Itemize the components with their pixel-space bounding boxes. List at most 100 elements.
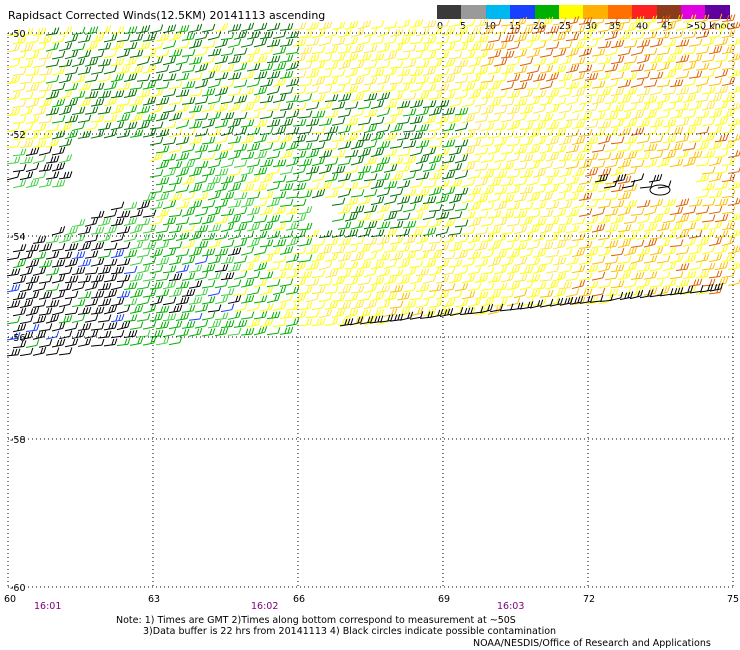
barb-staff [201, 76, 213, 81]
barb-staff [175, 142, 187, 145]
barb-flag [690, 14, 694, 22]
barb-staff [526, 134, 538, 138]
barb-flag [332, 126, 336, 133]
wind-barb [558, 25, 573, 34]
barb-flag [459, 18, 463, 25]
barb-staff [240, 157, 252, 160]
wind-barb [12, 83, 27, 93]
barb-staff [695, 35, 707, 39]
barb-staff [545, 77, 557, 82]
barb-flag [23, 179, 27, 186]
barb-flag [248, 183, 252, 191]
barb-flag [316, 38, 320, 45]
barb-staff [227, 124, 239, 128]
barb-staff [350, 82, 362, 86]
barb-staff [480, 80, 492, 83]
barb-flag [75, 82, 79, 90]
barb-flag [49, 131, 53, 138]
barb-flag [218, 190, 222, 198]
barb-staff [701, 138, 713, 143]
barb-flag [456, 163, 460, 170]
barb-flag [95, 57, 99, 64]
barb-staff [201, 188, 213, 193]
barb-staff [474, 136, 486, 139]
barb-flag [30, 123, 34, 130]
barb-flag [478, 187, 482, 194]
barb-flag [569, 153, 573, 160]
barb-flag [426, 91, 430, 98]
wind-barb [45, 74, 60, 84]
barb-flag [215, 48, 219, 56]
wind-barb [155, 192, 170, 202]
barb-flag [647, 135, 651, 142]
barb-flag [485, 35, 489, 42]
wind-barb [246, 142, 261, 152]
barb-staff [708, 131, 720, 135]
barb-flag [49, 98, 53, 105]
barb-flag [618, 23, 622, 31]
wind-barb [279, 38, 294, 47]
barb-staff [344, 26, 356, 30]
wind-barb [155, 145, 170, 154]
barb-flag [186, 177, 190, 184]
barb-flag [199, 39, 203, 47]
barb-flag [449, 139, 453, 147]
barb-staff [454, 144, 466, 148]
barb-flag [547, 177, 551, 185]
barb-flag [550, 90, 554, 97]
barb-staff [727, 123, 739, 126]
barb-flag [378, 180, 382, 188]
barb-flag [433, 20, 437, 27]
wind-barb [461, 194, 476, 204]
barb-staff [129, 39, 141, 42]
barb-flag [235, 119, 239, 126]
wind-barb [370, 99, 385, 110]
barb-flag [485, 107, 489, 114]
wind-barb [435, 180, 450, 188]
wind-barb [487, 130, 502, 139]
wind-barb [474, 98, 489, 107]
barb-staff [350, 210, 362, 214]
barb-staff [422, 137, 434, 141]
barb-flag [309, 61, 313, 68]
barb-flag [300, 150, 304, 158]
barb-staff [513, 167, 525, 171]
barb-flag [550, 97, 554, 104]
barb-staff [266, 91, 278, 96]
wind-barb [259, 31, 274, 40]
wind-barb [259, 46, 274, 56]
barb-flag [277, 181, 281, 189]
barb-staff [201, 93, 213, 97]
barb-flag [232, 56, 236, 63]
wind-barb [64, 98, 79, 108]
wind-barb [51, 179, 66, 188]
barb-flag [569, 168, 573, 175]
barb-flag [160, 129, 164, 137]
wind-barb [285, 206, 300, 215]
barb-flag [63, 107, 67, 114]
wind-barb [51, 98, 66, 108]
wind-barb [272, 206, 287, 216]
barb-staff [480, 160, 492, 163]
wind-barb [71, 121, 86, 132]
barb-flag [284, 71, 288, 78]
barb-flag [423, 76, 427, 83]
barb-flag [309, 46, 313, 54]
barb-flag [631, 119, 635, 126]
wind-barb [669, 95, 684, 104]
barb-staff [636, 140, 648, 144]
wind-barb [337, 60, 352, 70]
wind-barb [64, 130, 79, 140]
barb-staff [643, 53, 655, 56]
barb-flag [326, 101, 330, 109]
barb-staff [558, 174, 570, 178]
barb-staff [604, 84, 616, 89]
barb-staff [357, 201, 369, 206]
wind-barb [649, 102, 664, 112]
barb-flag [313, 149, 317, 157]
wind-barb [363, 92, 378, 102]
wind-barb [123, 105, 138, 115]
barb-flag [296, 157, 300, 164]
wind-barb [558, 120, 573, 130]
barb-flag [179, 192, 183, 199]
